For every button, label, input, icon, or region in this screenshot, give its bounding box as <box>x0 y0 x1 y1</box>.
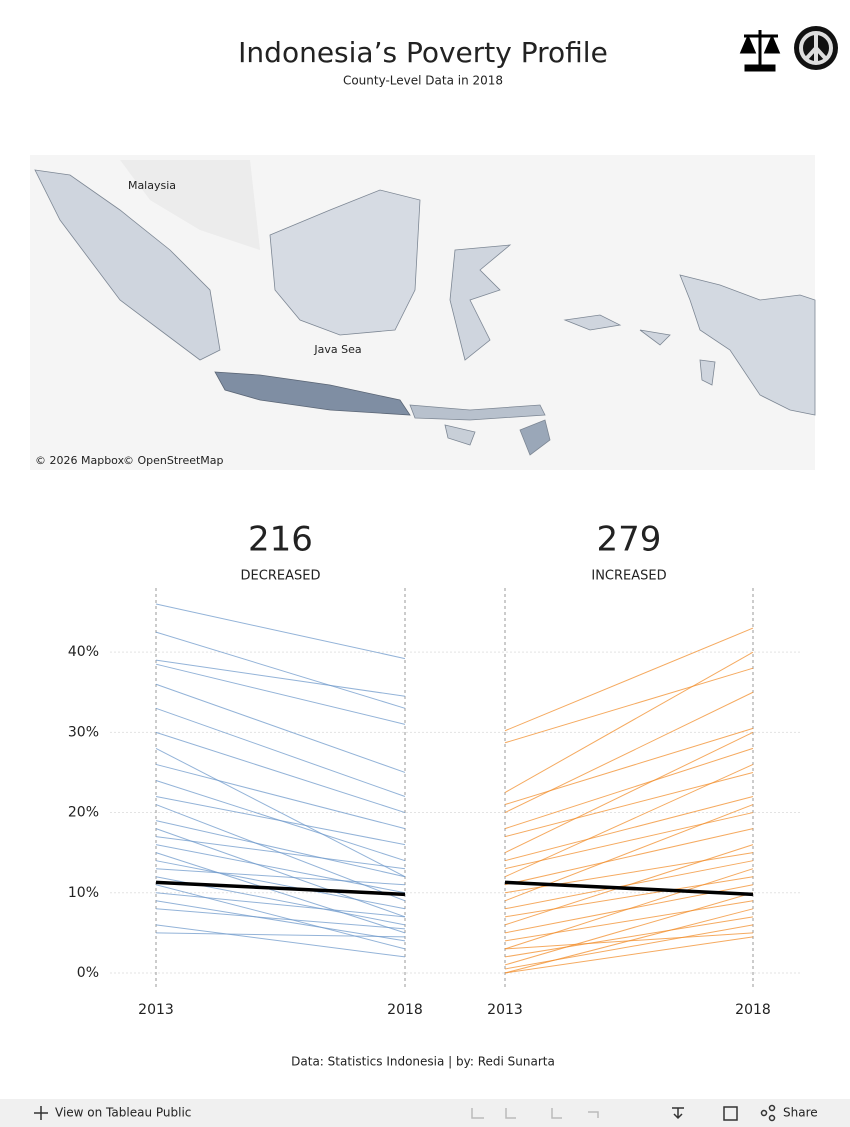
county-line <box>504 892 754 966</box>
county-line <box>155 844 406 894</box>
county-line <box>155 932 406 938</box>
count: 279 <box>597 520 662 560</box>
county-line <box>504 812 754 870</box>
county-line <box>504 868 754 950</box>
toolbar <box>0 1099 850 1127</box>
share[interactable]: Share <box>783 1106 818 1120</box>
county-line <box>504 763 754 878</box>
count: 216 <box>248 520 313 560</box>
county-line <box>155 820 406 878</box>
footer: Data: Statistics Indonesia | by: Redi Su… <box>291 1055 555 1069</box>
status-label: DECREASED <box>241 569 321 584</box>
county-line <box>155 731 406 814</box>
county-line <box>504 771 754 838</box>
county-line <box>155 763 406 830</box>
view-on-tableau[interactable]: View on Tableau Public <box>55 1106 191 1120</box>
map-label: Malaysia <box>128 179 176 192</box>
y-tick-label: 10% <box>68 885 99 901</box>
x-tick-label: 2018 <box>387 1002 423 1018</box>
county-line <box>155 603 406 660</box>
county-line <box>155 683 406 773</box>
county-line <box>504 691 754 814</box>
county-line <box>155 900 406 942</box>
county-line <box>504 651 754 793</box>
county-line <box>155 868 406 886</box>
county-line <box>504 900 754 942</box>
county-line <box>504 924 754 970</box>
y-tick-label: 30% <box>68 724 99 740</box>
county-line <box>155 663 406 725</box>
toolbar-icons <box>471 1104 776 1122</box>
county-line <box>155 860 406 910</box>
county-line <box>504 844 754 926</box>
y-tick-label: 0% <box>77 965 99 981</box>
y-tick-label: 40% <box>68 644 99 660</box>
county-line <box>155 828 406 918</box>
county-line <box>155 659 406 697</box>
county-line <box>504 727 754 806</box>
county-line <box>155 796 406 846</box>
county-line <box>504 936 754 974</box>
average-line <box>155 880 406 897</box>
county-line <box>155 884 406 950</box>
x-tick-label: 2018 <box>735 1002 771 1018</box>
status-label: INCREASED <box>591 569 666 584</box>
county-line <box>504 667 754 744</box>
y-tick-label: 20% <box>68 805 99 821</box>
map-label: Java Sea <box>313 343 361 356</box>
county-line <box>155 631 406 709</box>
x-tick-label: 2013 <box>487 1002 523 1018</box>
county-line <box>504 627 754 732</box>
county-line <box>155 836 406 870</box>
county-line <box>504 916 754 958</box>
county-line <box>504 828 754 886</box>
map: Malaysia Java Sea © 2026 Mapbox © OpenSt… <box>30 155 816 470</box>
tableau-icon <box>34 1106 48 1120</box>
county-line <box>155 852 406 934</box>
average-line <box>504 880 754 897</box>
county-line <box>155 707 406 797</box>
county-line <box>504 804 754 902</box>
peace-icon <box>794 26 838 70</box>
county-line <box>504 796 754 862</box>
scales-icon <box>739 30 781 72</box>
county-line <box>504 932 754 950</box>
map-attribution[interactable]: © OpenStreetMap <box>123 454 224 467</box>
county-line <box>504 747 754 830</box>
county-line <box>504 731 754 854</box>
map-attribution[interactable]: © 2026 Mapbox <box>35 454 125 467</box>
county-line <box>155 924 406 958</box>
x-tick-label: 2013 <box>138 1002 174 1018</box>
subtitle: County-Level Data in 2018 <box>343 74 503 88</box>
county-line <box>155 908 406 930</box>
county-line <box>155 747 406 878</box>
county-line <box>155 892 406 918</box>
county-line <box>504 876 754 918</box>
title: Indonesia’s Poverty Profile <box>238 36 608 69</box>
